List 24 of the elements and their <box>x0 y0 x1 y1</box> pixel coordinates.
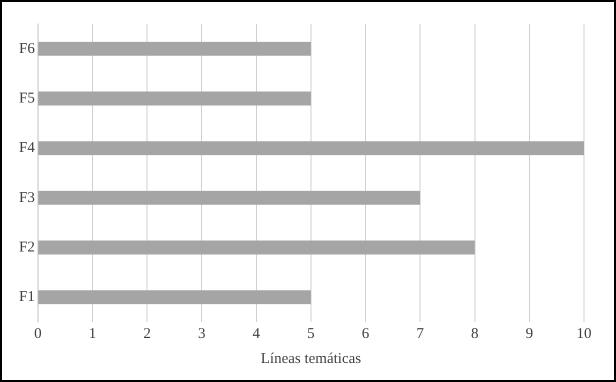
x-axis-title: Líneas temáticas <box>260 350 362 367</box>
x-tick-label: 5 <box>307 326 315 342</box>
bar <box>38 190 420 205</box>
x-tick-label: 10 <box>576 326 592 342</box>
y-tick-label: F4 <box>19 140 36 156</box>
y-tick-label: F1 <box>19 289 35 306</box>
x-tick-label: 6 <box>362 326 370 342</box>
y-tick-label: F2 <box>19 239 35 256</box>
y-tick-label: F6 <box>19 40 36 57</box>
bar <box>38 141 584 156</box>
bar <box>38 240 475 254</box>
bar <box>38 92 311 106</box>
x-tick-label: 3 <box>198 326 206 342</box>
y-tick-label: F5 <box>19 90 35 106</box>
x-tick-label: 2 <box>143 326 151 342</box>
bar <box>38 290 311 304</box>
x-tick-label: 0 <box>34 326 42 342</box>
bar <box>38 42 311 56</box>
x-tick-label: 9 <box>526 326 534 342</box>
y-tick-label: F3 <box>19 190 35 206</box>
x-tick-label: 4 <box>252 326 261 342</box>
x-tick-label: 7 <box>416 326 424 342</box>
x-tick-label: 8 <box>471 326 479 342</box>
x-tick-label: 1 <box>88 326 96 342</box>
